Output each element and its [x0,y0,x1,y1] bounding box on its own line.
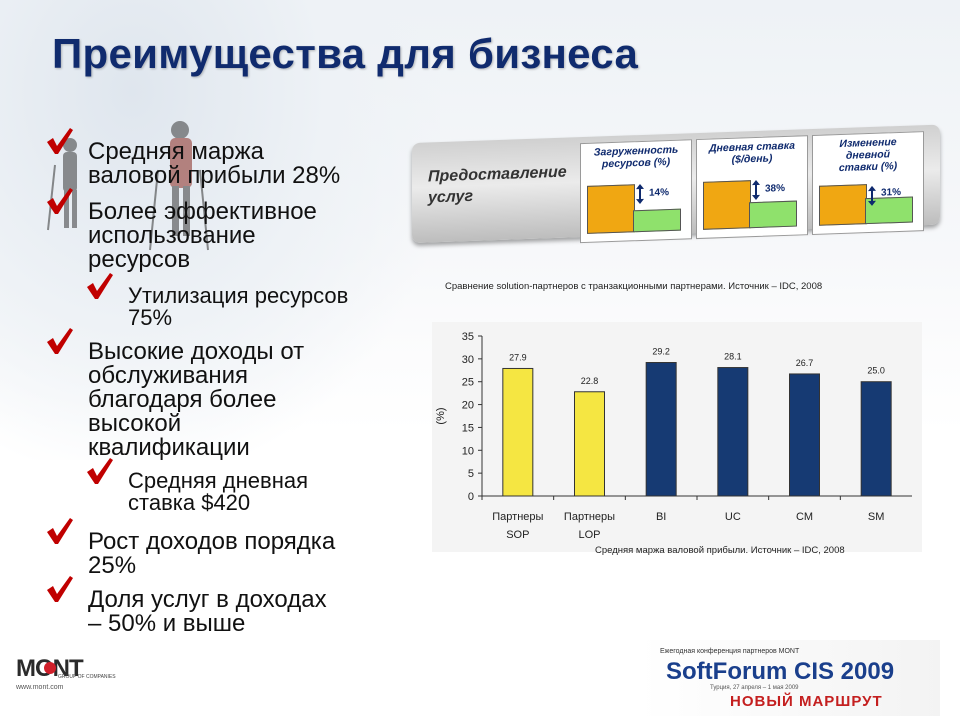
transaction-bar [633,208,681,233]
bullet-item: Рост доходов порядка 25% [47,518,336,579]
event-tagline: НОВЫЙ МАРШРУТ [730,693,883,710]
x-tick-label: Партнеры [564,511,615,523]
event-dates: Турция, 27 апреля – 1 мая 2009 [710,685,799,691]
double-arrow-icon [636,184,644,205]
checkmark-icon [47,576,73,602]
background-photo [0,0,440,460]
panel-title: Загруженность ресурсов (%) [593,143,679,171]
bar [645,362,677,497]
y-tick-label: 10 [462,445,474,457]
bar-value-label: 26.7 [796,358,814,368]
bullet-item: Доля услуг в доходах – 50% и выше [47,576,327,637]
y-tick-label: 5 [468,468,474,480]
bar-value-label: 28.1 [724,352,742,362]
x-tick-label: Партнеры [492,511,543,523]
x-tick-label: BI [656,511,666,523]
double-arrow-icon [868,185,876,206]
bullet-text: Утилизация ресурсов 75% [128,283,349,330]
y-axis-label: (%) [435,407,447,424]
panel-resource-load: Загруженность ресурсов (%) 14% [580,139,692,244]
bullet-item: Высокие доходы от обслуживания благодаря… [47,328,305,461]
bar [502,367,534,497]
event-banner: Ежегодная конференция партнеров MONT Sof… [640,640,940,716]
checkmark-icon [87,458,113,484]
checkmark-icon [47,518,73,544]
solution-bar [703,180,751,230]
solution-bar [819,184,867,226]
sub-bullet-item: Утилизация ресурсов 75% [87,273,349,330]
x-tick-label: UC [725,511,741,523]
event-name: SoftForum CIS 2009 [666,658,895,685]
bar [574,391,605,497]
panel-value: 31% [881,186,902,199]
bar [789,373,820,497]
logo-subtitle: GROUP OF COMPANIES [58,674,116,680]
x-tick-label: CM [796,511,813,523]
checkmark-icon [47,188,73,214]
transaction-bar [749,200,797,229]
panel-rate-change: Изменение дневной ставки (%) 31% [812,131,924,236]
panel-value: 14% [649,187,670,199]
page-title: Преимущества для бизнеса [52,30,639,77]
bullet-text: Средняя маржа валовой прибыли 28% [88,138,341,189]
bar [860,381,892,497]
bullet-text: Более эффективное использование ресурсов [88,198,317,273]
y-tick-label: 35 [462,331,474,343]
bar [717,367,749,497]
panel-daily-rate: Дневная ставка ($/день) 38% [696,135,808,240]
footer-url: www.mont.com [16,684,64,691]
hikers-image [47,121,209,251]
bar-value-label: 29.2 [652,347,670,357]
bar-value-label: 27.9 [509,352,527,362]
chart-caption: Средняя маржа валовой прибыли. Источник … [595,545,845,556]
panel-value: 38% [765,182,786,195]
y-tick-label: 30 [462,354,474,366]
y-tick-label: 15 [462,422,474,434]
bullet-text: Рост доходов порядка 25% [88,528,336,579]
mont-logo-mark: MONT [16,655,85,682]
services-banner: Предоставление услуг Загруженность ресур… [412,124,940,255]
checkmark-icon [87,273,113,299]
y-tick-label: 25 [462,377,474,389]
sub-bullet-item: Средняя дневная ставка $420 [87,458,309,515]
banner-label: Предоставление услуг [428,163,567,207]
panel-title: Изменение дневной ставки (%) [838,136,898,175]
banner-caption: Сравнение solution-партнеров с транзакци… [445,281,823,292]
x-tick-label: LOP [578,529,600,541]
checkmark-icon [47,328,73,354]
x-tick-label: SM [868,511,885,523]
event-banner-bg [640,640,940,716]
y-tick-label: 0 [468,491,474,503]
double-arrow-icon [752,179,760,200]
bullet-item: Более эффективное использование ресурсов [47,188,317,273]
bar-value-label: 25.0 [867,366,885,376]
mont-logo: MONT GROUP OF COMPANIES www.mont.com [16,652,116,691]
event-small-text: Ежегодная конференция партнеров MONT [660,648,800,655]
bullet-text: Средняя дневная ставка $420 [128,468,309,515]
solution-bar [587,184,635,234]
y-tick-label: 20 [462,400,474,412]
bullet-text: Доля услуг в доходах – 50% и выше [88,586,327,637]
checkmark-icon [47,128,73,154]
bullet-item: Средняя маржа валовой прибыли 28% [47,128,341,189]
panel-title: Дневная ставка ($/день) [708,139,796,166]
margin-bar-chart: 0 5 10 15 20 25 30 35 (%) 27.9 Партнеры SOP 22.8 Парт… [432,322,922,552]
bar-value-label: 22.8 [581,376,599,386]
bullet-text: Высокие доходы от обслуживания благодаря… [88,338,305,461]
x-tick-label: SOP [506,529,529,541]
